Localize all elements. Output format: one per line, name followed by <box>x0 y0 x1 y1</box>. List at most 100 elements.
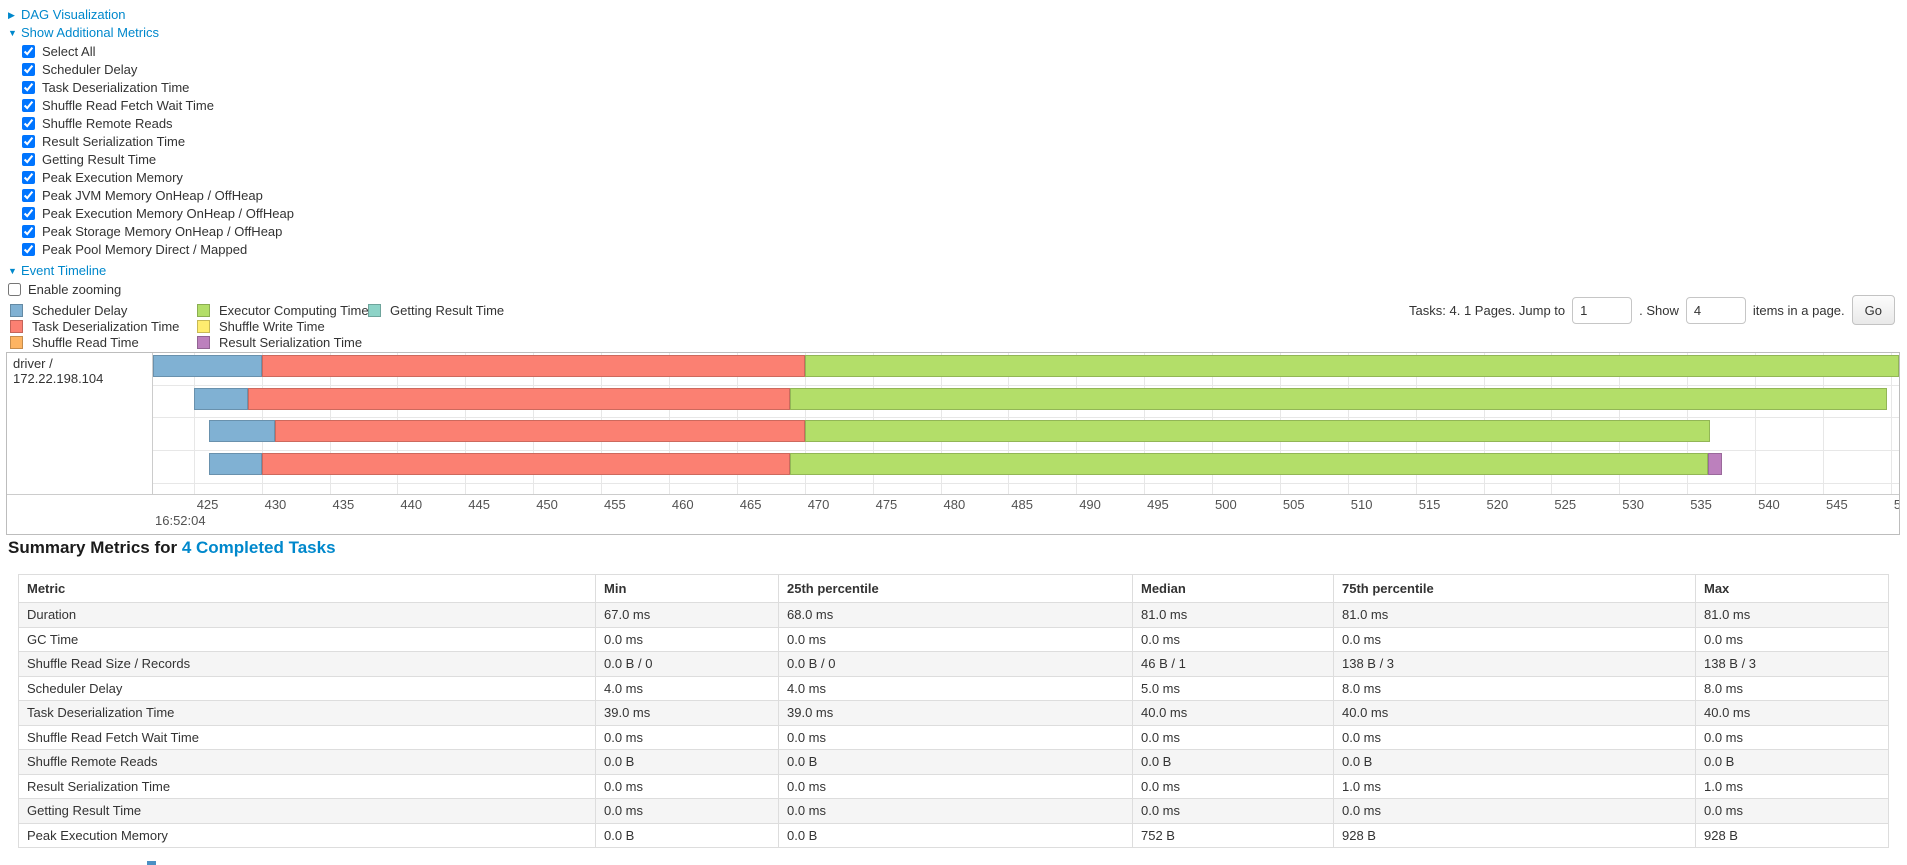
page-size-input[interactable] <box>1685 296 1746 324</box>
metric-name-cell: Task Deserialization Time <box>18 700 596 726</box>
timeline-gridline <box>1823 353 1824 494</box>
metric-value-cell: 40.0 ms <box>1132 700 1334 726</box>
checkbox-peak-pool-memory-direct-mapped[interactable] <box>22 242 35 256</box>
task-bar-2-scheduler-delay[interactable] <box>208 420 276 442</box>
metric-checkbox-item: Peak Execution Memory OnHeap / OffHeap <box>22 204 294 222</box>
legend-column: Scheduler Delay Task Deserialization Time… <box>10 303 179 350</box>
axis-tick-label: 490 <box>1079 497 1101 512</box>
legend-item-scheduler-delay: Scheduler Delay <box>10 303 179 319</box>
metric-value-cell: 67.0 ms <box>595 602 779 628</box>
checkbox-label: Getting Result Time <box>42 151 157 167</box>
chevron-down-icon: ▼ <box>8 28 17 38</box>
axis-tick-label: 460 <box>671 497 694 512</box>
metric-name-cell: Result Serialization Time <box>18 773 596 799</box>
checkbox-peak-jvm-memory-onheap-offheap[interactable] <box>22 188 35 202</box>
checkbox-scheduler-delay[interactable] <box>22 62 35 76</box>
legend-label: Scheduler Delay <box>32 303 128 319</box>
checkbox-select-all[interactable] <box>22 44 35 58</box>
legend-swatch-getting_result-icon <box>368 304 381 318</box>
stage-controls: ▶ DAG Visualization ▼ Show Additional Metr… <box>8 6 294 298</box>
metric-name-cell: Duration <box>18 602 596 628</box>
checkbox-shuffle-read-fetch-wait-time[interactable] <box>22 98 35 112</box>
dag-visualization-link[interactable]: DAG Visualization <box>21 7 126 22</box>
legend-swatch-executor_computing-icon <box>197 304 210 318</box>
metric-name-cell: Peak Execution Memory <box>18 822 596 848</box>
metric-value-cell: 0.0 ms <box>1695 626 1889 652</box>
checkbox-getting-result-time[interactable] <box>22 152 35 166</box>
timeline-axis-major-label: 16:52:04 <box>155 513 206 528</box>
metric-value-cell: 0.0 B <box>595 822 779 848</box>
axis-tick-label: 540 <box>1758 497 1780 512</box>
timeline-gridline <box>193 353 195 494</box>
checkbox-result-serialization-time[interactable] <box>22 134 35 148</box>
task-bar-1-executor-computing[interactable] <box>789 388 1887 410</box>
metric-value-cell: 1.0 ms <box>1333 773 1696 799</box>
metric-name-cell: Shuffle Read Fetch Wait Time <box>18 724 596 750</box>
metric-checkbox-item: Peak Storage Memory OnHeap / OffHeap <box>22 222 294 240</box>
chevron-down-icon: ▼ <box>8 266 17 276</box>
task-bar-0-scheduler-delay[interactable] <box>153 355 262 377</box>
metric-value-cell: 928 B <box>1333 822 1696 848</box>
task-bar-3-executor-computing[interactable] <box>789 453 1708 475</box>
task-bar-0-executor-computing[interactable] <box>804 355 1899 377</box>
axis-tick-label: 510 <box>1350 497 1373 512</box>
metric-value-cell: 0.0 ms <box>1695 798 1889 824</box>
metric-value-cell: 0.0 ms <box>778 626 1133 652</box>
completed-tasks-link[interactable]: 4 Completed Tasks <box>181 538 336 557</box>
task-bar-2-task-deserialization[interactable] <box>275 420 805 442</box>
metric-name-cell: Shuffle Remote Reads <box>18 749 596 775</box>
show-additional-metrics-link[interactable]: Show Additional Metrics <box>21 25 160 40</box>
metric-checkbox-item: Peak JVM Memory OnHeap / OffHeap <box>22 186 294 204</box>
table-row-scheduler-delay: Scheduler Delay 4.0 ms 4.0 ms 5.0 ms 8.0 ms 8… <box>18 675 1889 701</box>
go-button[interactable]: Go <box>1851 295 1895 325</box>
metric-value-cell: 40.0 ms <box>1695 700 1889 726</box>
metric-value-cell: 0.0 B / 0 <box>595 651 779 677</box>
axis-tick-label: 455 <box>604 497 626 512</box>
metric-value-cell: 0.0 ms <box>595 773 779 799</box>
legend-label: Executor Computing Time <box>219 303 369 319</box>
metric-name-cell: Shuffle Read Size / Records <box>18 651 596 677</box>
metric-value-cell: 0.0 B / 0 <box>778 651 1133 677</box>
checkbox-peak-storage-memory-onheap-offheap[interactable] <box>22 224 35 238</box>
checkbox-shuffle-remote-reads[interactable] <box>22 116 35 130</box>
task-bar-3-result-serialization[interactable] <box>1707 453 1723 475</box>
task-bar-1-scheduler-delay[interactable] <box>193 388 248 410</box>
axis-tick-label: 465 <box>739 497 762 512</box>
metric-value-cell: 0.0 ms <box>778 773 1133 799</box>
task-bar-0-task-deserialization[interactable] <box>261 355 805 377</box>
event-timeline-link[interactable]: Event Timeline <box>21 263 107 278</box>
task-bar-1-task-deserialization[interactable] <box>248 388 790 410</box>
metric-value-cell: 0.0 ms <box>1333 798 1696 824</box>
event-timeline-toggle[interactable]: ▼ Event Timeline <box>8 262 294 280</box>
legend-column: Getting Result Time <box>368 303 504 319</box>
axis-tick-label: 505 <box>1282 497 1305 512</box>
table-row-duration: Duration 67.0 ms 68.0 ms 81.0 ms 81.0 ms 81.0… <box>18 602 1889 628</box>
checkbox-peak-execution-memory-onheap-offheap[interactable] <box>22 206 35 220</box>
axis-tick-label: 440 <box>400 497 423 512</box>
enable-zooming-checkbox[interactable] <box>8 282 21 296</box>
checkbox-label: Task Deserialization Time <box>42 79 190 95</box>
checkbox-task-deserialization-time[interactable] <box>22 80 35 94</box>
checkbox-peak-execution-memory[interactable] <box>22 170 35 184</box>
metric-value-cell: 8.0 ms <box>1333 675 1696 701</box>
axis-tick-label: 435 <box>332 497 355 512</box>
axis-tick-label: 500 <box>1215 497 1237 512</box>
task-bar-3-scheduler-delay[interactable] <box>208 453 262 475</box>
jump-to-page-input[interactable] <box>1572 296 1633 324</box>
metric-value-cell: 752 B <box>1132 822 1334 848</box>
items-per-page-label: items in a page. <box>1752 302 1845 318</box>
metric-value-cell: 0.0 ms <box>595 798 779 824</box>
task-bar-3-task-deserialization[interactable] <box>261 453 790 475</box>
legend-label: Task Deserialization Time <box>32 319 180 335</box>
task-bar-2-executor-computing[interactable] <box>804 420 1711 442</box>
table-row-shuffle-read-fetch-wait-time: Shuffle Read Fetch Wait Time 0.0 ms 0.0 ms… <box>18 724 1889 750</box>
checkbox-label: Peak JVM Memory OnHeap / OffHeap <box>42 187 263 203</box>
checkbox-label: Peak Storage Memory OnHeap / OffHeap <box>42 223 283 239</box>
dag-visualization-toggle[interactable]: ▶ DAG Visualization <box>8 6 294 24</box>
timeline-gridline <box>1890 353 1892 494</box>
table-row-shuffle-remote-reads: Shuffle Remote Reads 0.0 B 0.0 B 0.0 B 0.0 B… <box>18 749 1889 775</box>
show-additional-metrics-toggle[interactable]: ▼ Show Additional Metrics <box>8 24 294 42</box>
timeline-axis-line <box>7 494 1899 495</box>
legend-item-executor-computing-time: Executor Computing Time <box>197 303 369 319</box>
legend-swatch-result_serialization-icon <box>197 335 210 349</box>
